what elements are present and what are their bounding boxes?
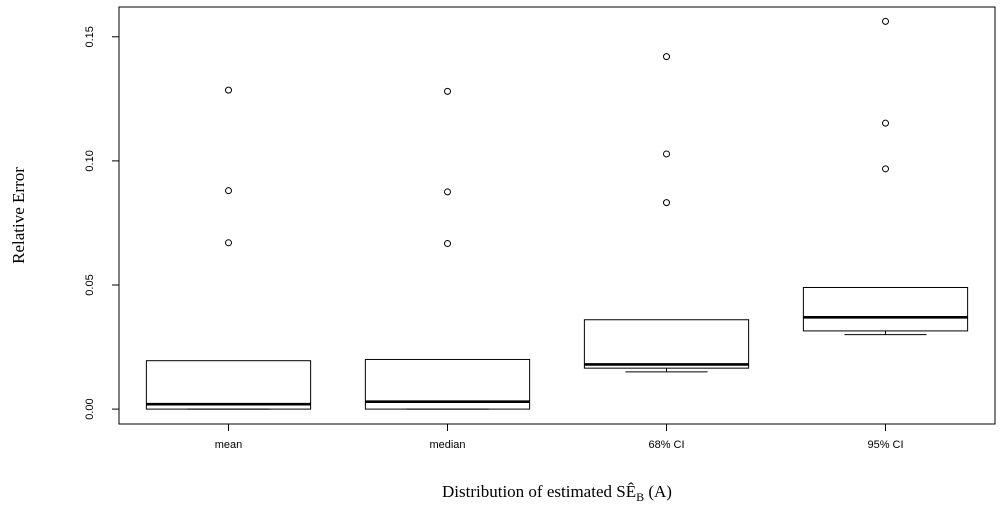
- x-axis: mean median 68% CI 95% CI: [215, 423, 904, 451]
- box-median: [364, 87, 531, 410]
- outlier-point: [663, 53, 670, 61]
- y-tick-label: 0.10: [84, 150, 96, 171]
- x-axis-title-subscript: B: [636, 490, 644, 504]
- x-tick-label: 68% CI: [648, 439, 684, 451]
- box-iqr: [802, 286, 969, 332]
- y-tick-label: 0.05: [84, 274, 96, 295]
- box-iqr: [364, 358, 531, 410]
- box-iqr: [583, 319, 750, 369]
- box-68-ci: [583, 53, 750, 373]
- outlier-point: [225, 86, 232, 94]
- outlier-point: [444, 188, 451, 196]
- outlier-point: [225, 239, 232, 247]
- outlier-point: [663, 150, 670, 158]
- outlier-point: [444, 87, 451, 95]
- x-axis-title-suffix: (A): [644, 482, 672, 501]
- box-mean: [145, 86, 312, 410]
- x-tick-label: mean: [215, 439, 243, 451]
- box-iqr: [145, 360, 312, 410]
- outlier-point: [663, 199, 670, 207]
- y-tick-label: 0.15: [84, 26, 96, 47]
- x-axis-title: Distribution of estimated SÊB (A): [442, 482, 672, 504]
- outlier-point: [882, 165, 889, 173]
- outlier-point: [882, 119, 889, 127]
- x-axis-title-main: Distribution of estimated SÊ: [442, 482, 636, 501]
- boxes-layer: [145, 17, 969, 410]
- outlier-point: [444, 240, 451, 248]
- x-tick-label: median: [429, 439, 465, 451]
- x-tick-label: 95% CI: [867, 439, 903, 451]
- plot-frame: [118, 6, 996, 425]
- y-axis: 0.00 0.05 0.10 0.15: [84, 26, 120, 420]
- y-axis-title: Relative Error: [9, 167, 28, 264]
- y-tick-label: 0.00: [84, 398, 96, 419]
- outlier-point: [882, 17, 889, 25]
- outlier-point: [225, 187, 232, 195]
- box-95-ci: [802, 17, 969, 336]
